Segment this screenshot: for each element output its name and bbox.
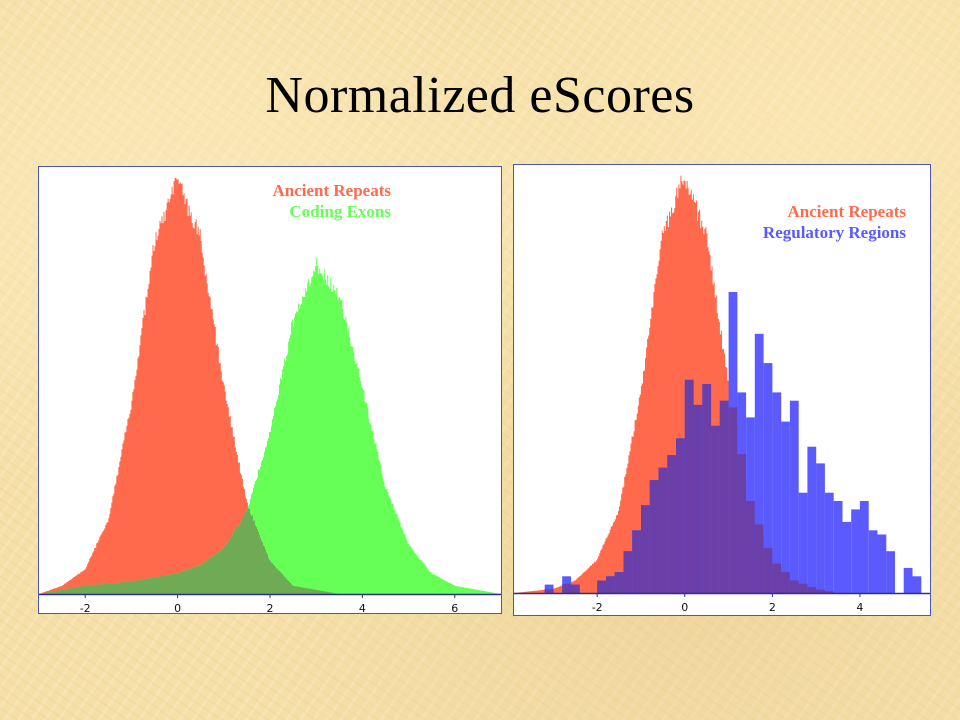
histogram-overlap-bar [772,563,782,593]
histogram-bar [789,400,799,593]
histogram-bar [851,509,860,593]
histogram-bar [772,392,782,593]
chart-panel-regulatory-regions: -2 0 2 4 Ancient Repeats Regulatory Regions [513,164,931,616]
histogram-bar [886,551,895,593]
histogram-overlap-bar [798,583,808,593]
histogram-overlap-bar [746,501,755,593]
histogram-bar [833,501,843,593]
histogram-overlap-bar [623,551,633,593]
x-tick-label: -2 [592,601,603,614]
x-tick-label: 2 [769,601,776,614]
histogram-overlap-bar [702,384,712,593]
legend-regulatory-regions: Regulatory Regions [763,223,906,242]
histogram-bar [781,421,790,593]
x-tick-label: 4 [856,601,863,614]
histogram-bar [754,333,764,593]
histogram-overlap-bar [676,438,685,593]
histogram-overlap-bar [667,455,677,593]
histogram-overlap-bar [711,425,720,593]
histogram-bar [877,534,887,593]
histogram-bar [824,492,834,593]
x-tick-label: 0 [681,601,688,614]
legend-coding-exons: Coding Exons [289,202,391,221]
series-ancient-repeats-area [514,175,930,593]
histogram-overlap-bar [641,505,650,593]
series-coding-exons-area [39,257,501,594]
chart-coding-exons: -2 0 2 4 6 Ancient Repeats Coding Exons [39,178,501,613]
legend-ancient-repeats: Ancient Repeats [272,181,391,200]
histogram-overlap-bar [570,584,580,593]
histogram-overlap-bar [807,587,817,593]
histogram-overlap-bar [562,583,571,593]
slide-title: Normalized eScores [265,67,695,124]
histogram-overlap-bar [728,407,738,593]
legend-ancient-repeats: Ancient Repeats [787,202,906,221]
histogram-overlap-bar [737,454,747,593]
histogram-bar [544,584,554,593]
x-tick-label: 2 [267,602,274,613]
x-tick-label: 4 [359,602,366,613]
chart-regulatory-regions: -2 0 2 4 Ancient Repeats Regulatory Regions [514,175,930,614]
histogram-overlap-bar [816,589,825,593]
histogram-overlap-bar [824,591,834,593]
x-tick-label: 0 [174,602,181,613]
histogram-bar [912,576,922,593]
chart-panel-coding-exons: -2 0 2 4 6 Ancient Repeats Coding Exons [38,166,502,614]
histogram-overlap-bar [684,379,694,593]
histogram-overlap-bar [789,580,799,593]
histogram-bar [798,492,808,593]
histogram-overlap-bar [693,404,703,593]
histogram-bar [842,521,852,593]
histogram-bar [763,363,773,593]
histogram-bar [816,463,825,593]
histogram-overlap-bar [754,524,764,593]
histogram-bar [807,446,817,593]
histogram-overlap-bar [544,589,554,593]
x-tick-label: -2 [80,602,91,613]
histogram-overlap-bar [606,576,615,593]
x-tick-label: 6 [451,602,458,613]
histogram-overlap-bar [597,580,606,593]
histogram-bar [868,530,878,593]
histogram-overlap-bar [719,400,729,593]
histogram-overlap-bar [649,480,659,593]
series-ancient-repeats-area [39,178,501,594]
histogram-overlap-bar [763,547,773,593]
histogram-overlap-bar [614,572,624,593]
overlap-area [39,508,501,594]
histogram-bar [903,567,913,593]
histogram-overlap-bar [658,467,668,593]
histogram-overlap-bar [781,572,790,593]
histogram-bar [859,501,869,593]
histogram-overlap-bar [632,530,641,593]
